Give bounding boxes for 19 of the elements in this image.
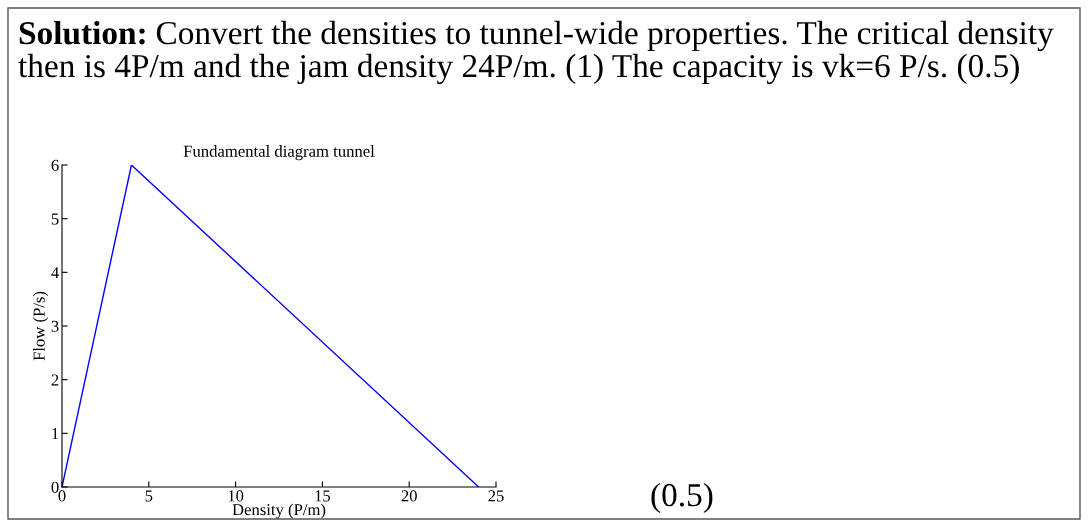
text: Convert the densities to tunnel-wide properties. The critical density	[156, 20, 1054, 52]
x-tick-label: 25	[488, 490, 504, 502]
y-tick-label: 0	[51, 481, 59, 493]
text: Solution:	[19, 20, 145, 45]
y-tick-label: 6	[51, 159, 59, 171]
y-tick-label: 4	[51, 267, 59, 279]
y-tick-label: 2	[51, 374, 59, 386]
text: (0.5)	[651, 482, 713, 514]
x-tick-label: 15	[315, 490, 331, 502]
y-tick-label: 3	[51, 320, 59, 332]
x-axis-title: Density (P/m)	[232, 503, 326, 519]
y-axis-title: Flow (P/s)	[33, 291, 49, 361]
x-tick-label: 20	[401, 490, 417, 502]
chart-title: Fundamental diagram tunnel	[183, 145, 375, 161]
y-tick-label: 1	[52, 428, 59, 440]
x-tick-label: 10	[228, 490, 244, 502]
y-tick-label: 5	[51, 213, 59, 225]
text: then is 4P/m and the jam density 24P/m. (1) The capacity is vk=6 P/s. (0.5)	[18, 53, 1019, 85]
x-tick-label: 5	[145, 490, 153, 502]
